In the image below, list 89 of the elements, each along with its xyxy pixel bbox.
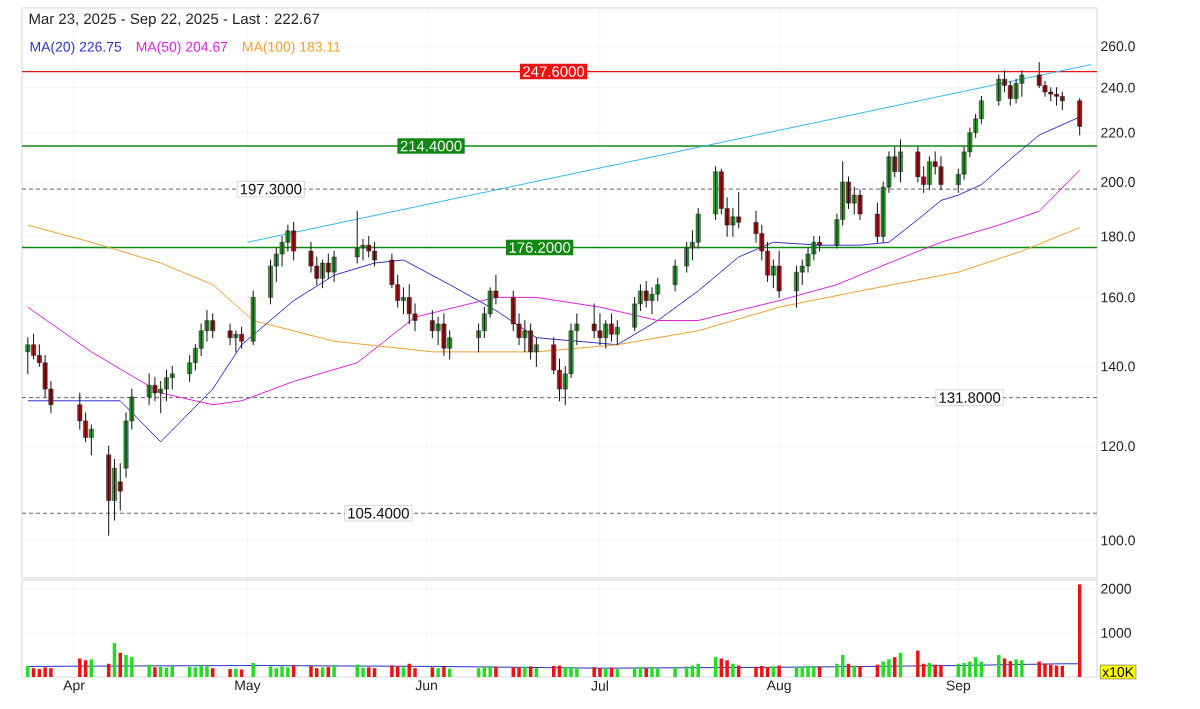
bar: [390, 665, 394, 677]
x-tick-label: Sep: [946, 680, 971, 694]
y-tick-label: 2000: [1101, 583, 1132, 594]
bar: [436, 668, 440, 677]
bar: [251, 662, 255, 677]
y-tick-label: 100.0: [1101, 535, 1135, 546]
ref-line-label: 131.8000: [939, 392, 1001, 403]
ref-line-label: 214.4000: [400, 140, 462, 152]
y-tick-label: 220.0: [1101, 127, 1135, 138]
bar: [598, 668, 602, 677]
text: x10K: [1102, 667, 1134, 677]
y-tick-label: 140.0: [1101, 361, 1135, 372]
bar: [523, 666, 527, 677]
ref-line-label: 176.2000: [509, 242, 571, 253]
candlestick: [1077, 98, 1083, 136]
bar: [309, 665, 313, 677]
bar: [754, 666, 758, 677]
line-series: [27, 224, 1081, 353]
y-tick-label: 1000: [1101, 627, 1132, 638]
bar: [361, 667, 365, 677]
y-tick-label: 160.0: [1101, 292, 1135, 303]
y-tick-label: 240.0: [1101, 82, 1135, 93]
y-tick-label: 120.0: [1101, 441, 1135, 452]
bar: [413, 668, 417, 677]
bar: [488, 666, 492, 677]
bar: [858, 665, 862, 677]
line-series: [27, 169, 1081, 406]
y-tick-label: 200.0: [1101, 177, 1135, 187]
candlestick: [250, 290, 256, 346]
ref-line-label: 197.3000: [240, 183, 302, 195]
text: MA(20) 226.75: [30, 41, 122, 55]
bar: [49, 668, 53, 677]
bar: [1014, 659, 1018, 677]
bar: [881, 661, 885, 677]
bar: [916, 650, 920, 677]
x-tick-label: Jul: [591, 680, 608, 691]
bar: [835, 663, 839, 677]
x-tick-label: May: [235, 680, 261, 694]
ref-line-label: 105.4000: [348, 507, 409, 519]
bar: [731, 663, 735, 677]
bar: [1020, 660, 1024, 677]
bar: [332, 665, 336, 677]
bar: [124, 654, 128, 677]
y-tick-label: 180.0: [1101, 231, 1135, 242]
bar: [569, 667, 573, 677]
bar: [592, 667, 596, 677]
bar: [517, 667, 521, 677]
bar: [355, 664, 359, 677]
bar: [887, 659, 891, 677]
bar: [806, 665, 810, 677]
bar: [575, 668, 579, 677]
bar: [650, 667, 654, 677]
bar: [43, 667, 47, 677]
bar: [494, 666, 498, 677]
bar: [286, 667, 290, 677]
bar: [205, 666, 209, 677]
bar: [673, 667, 677, 677]
bar: [1049, 664, 1053, 677]
bar: [696, 663, 700, 677]
y-tick-label: 260.0: [1101, 41, 1135, 52]
bar: [1043, 663, 1047, 677]
bar: [367, 667, 371, 677]
bar: [228, 669, 232, 677]
bar: [968, 661, 972, 677]
bar: [78, 658, 82, 677]
bar: [26, 665, 30, 677]
chart-title: Mar 23, 2025 - Sep 22, 2025 - Last : 222.67: [29, 13, 320, 28]
bar: [812, 666, 816, 677]
bar: [760, 665, 764, 677]
bar: [962, 662, 966, 677]
x-tick-label: Apr: [63, 680, 85, 694]
x-tick-label: Jun: [415, 680, 437, 691]
bar: [725, 660, 729, 677]
bar: [442, 666, 446, 677]
bar: [199, 665, 203, 677]
text: MA(100) 183.11: [243, 41, 341, 55]
bar: [1037, 661, 1041, 677]
text: MA(50) 204.67: [136, 41, 228, 55]
bar: [644, 668, 648, 677]
bar: [280, 666, 284, 677]
bar: [234, 668, 238, 677]
bar: [777, 665, 781, 677]
bar: [933, 664, 937, 677]
bar: [130, 657, 134, 677]
bar: [153, 667, 157, 677]
bar: [939, 665, 943, 677]
ref-line-label: 247.6000: [523, 66, 585, 77]
x-tick-label: Aug: [766, 680, 791, 694]
bar: [147, 664, 151, 677]
